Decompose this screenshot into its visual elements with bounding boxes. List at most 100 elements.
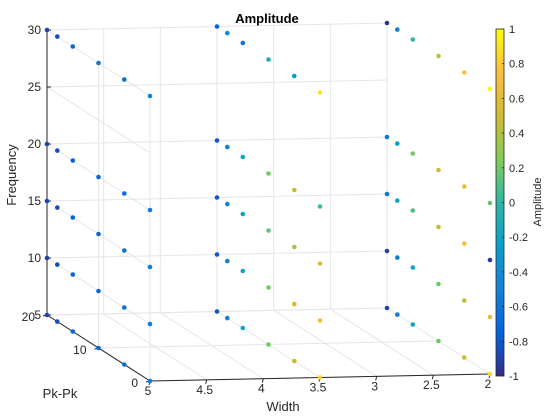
data-point [462, 298, 467, 303]
x-tick-mark [261, 378, 264, 383]
data-point [436, 53, 441, 59]
data-point [147, 378, 153, 384]
x-tick-label: 5 [145, 384, 152, 398]
x-tick-mark [431, 375, 434, 380]
data-point [122, 305, 127, 310]
colorbar-tick-label: 0.6 [509, 93, 524, 105]
z-tick-label: 30 [28, 23, 42, 37]
data-point [96, 345, 101, 351]
data-point [122, 77, 127, 82]
colorbar-tick-label: 0.8 [509, 59, 524, 71]
data-point [436, 167, 441, 173]
data-point [96, 174, 101, 180]
data-point [214, 309, 220, 314]
data-point [240, 154, 246, 160]
data-point [266, 342, 271, 347]
x-tick-label: 4 [258, 382, 265, 396]
data-point [70, 158, 76, 163]
data-point [70, 329, 76, 334]
data-point [225, 144, 230, 150]
y-tick-label: 10 [73, 343, 87, 357]
data-point [487, 200, 493, 206]
data-point [225, 201, 230, 207]
data-point [292, 73, 297, 79]
data-point [225, 315, 230, 321]
colorbar-tick-label: -1 [509, 371, 519, 383]
data-point [147, 93, 153, 99]
data-point [147, 264, 153, 270]
data-point [214, 24, 220, 29]
data-point [240, 268, 246, 274]
data-point [266, 285, 271, 290]
data-point [317, 204, 323, 209]
data-point [462, 70, 467, 75]
data-point [147, 207, 153, 213]
colorbar-ticks: -1 -0.8 -0.6 -0.4 -0.2 0 0.2 0.4 0.6 0.8 1 [502, 24, 528, 383]
data-point [292, 187, 297, 193]
colorbar-tick-label: -0.2 [509, 232, 528, 244]
data-point [462, 241, 467, 246]
x-tick-mark [375, 376, 378, 381]
data-point [410, 37, 416, 42]
x-tick-mark [205, 379, 208, 384]
data-point [410, 265, 416, 270]
colorbar-tick-label: -0.6 [509, 302, 528, 314]
data-point [462, 355, 467, 360]
colorbar-tick-label: 1 [509, 24, 515, 36]
data-point [384, 248, 390, 254]
data-point [70, 215, 76, 220]
data-points [44, 20, 493, 384]
data-point [395, 255, 400, 260]
z-tick-label: 15 [28, 194, 42, 208]
data-point [395, 141, 400, 146]
data-point [44, 312, 50, 318]
data-point [96, 288, 101, 294]
data-point [292, 358, 297, 364]
data-point [410, 322, 416, 327]
z-tick-label: 5 [34, 308, 41, 322]
data-point [395, 312, 400, 317]
data-point [214, 138, 220, 143]
z-axis-label: Frequency [4, 144, 19, 206]
data-point [225, 258, 230, 264]
data-point [395, 27, 400, 32]
colorbar-tick-label: 0.4 [509, 128, 524, 140]
colorbar-label: Amplitude [532, 178, 544, 227]
data-point [436, 281, 441, 287]
data-point [147, 321, 153, 327]
x-tick-label: 2.5 [423, 378, 440, 392]
data-point [214, 252, 220, 257]
data-point [436, 224, 441, 230]
data-point [96, 231, 101, 237]
data-point [214, 195, 220, 200]
data-point [436, 338, 441, 344]
colorbar-tick-label: 0 [509, 198, 515, 210]
data-point [55, 319, 60, 324]
data-point [317, 375, 323, 380]
chart-title: Amplitude [235, 11, 299, 26]
colorbar-tick-label: 0.2 [509, 163, 524, 175]
data-point [266, 171, 271, 176]
data-point [55, 34, 60, 39]
data-point [317, 261, 323, 266]
data-point [487, 314, 493, 320]
x-tick-label: 2 [485, 377, 492, 391]
data-point [70, 44, 76, 49]
data-point [487, 86, 493, 92]
x-tick-label: 4.5 [196, 383, 213, 397]
data-point [240, 40, 246, 46]
data-point [410, 151, 416, 156]
data-point [462, 184, 467, 189]
z-tick-label: 25 [28, 80, 42, 94]
data-point [395, 198, 400, 203]
x-axis-label: Width [266, 399, 299, 414]
x-tick-label: 3 [371, 379, 378, 393]
data-point [317, 318, 323, 323]
data-point [44, 198, 50, 204]
data-point [317, 90, 323, 95]
data-point [384, 305, 390, 311]
data-point [487, 257, 493, 263]
